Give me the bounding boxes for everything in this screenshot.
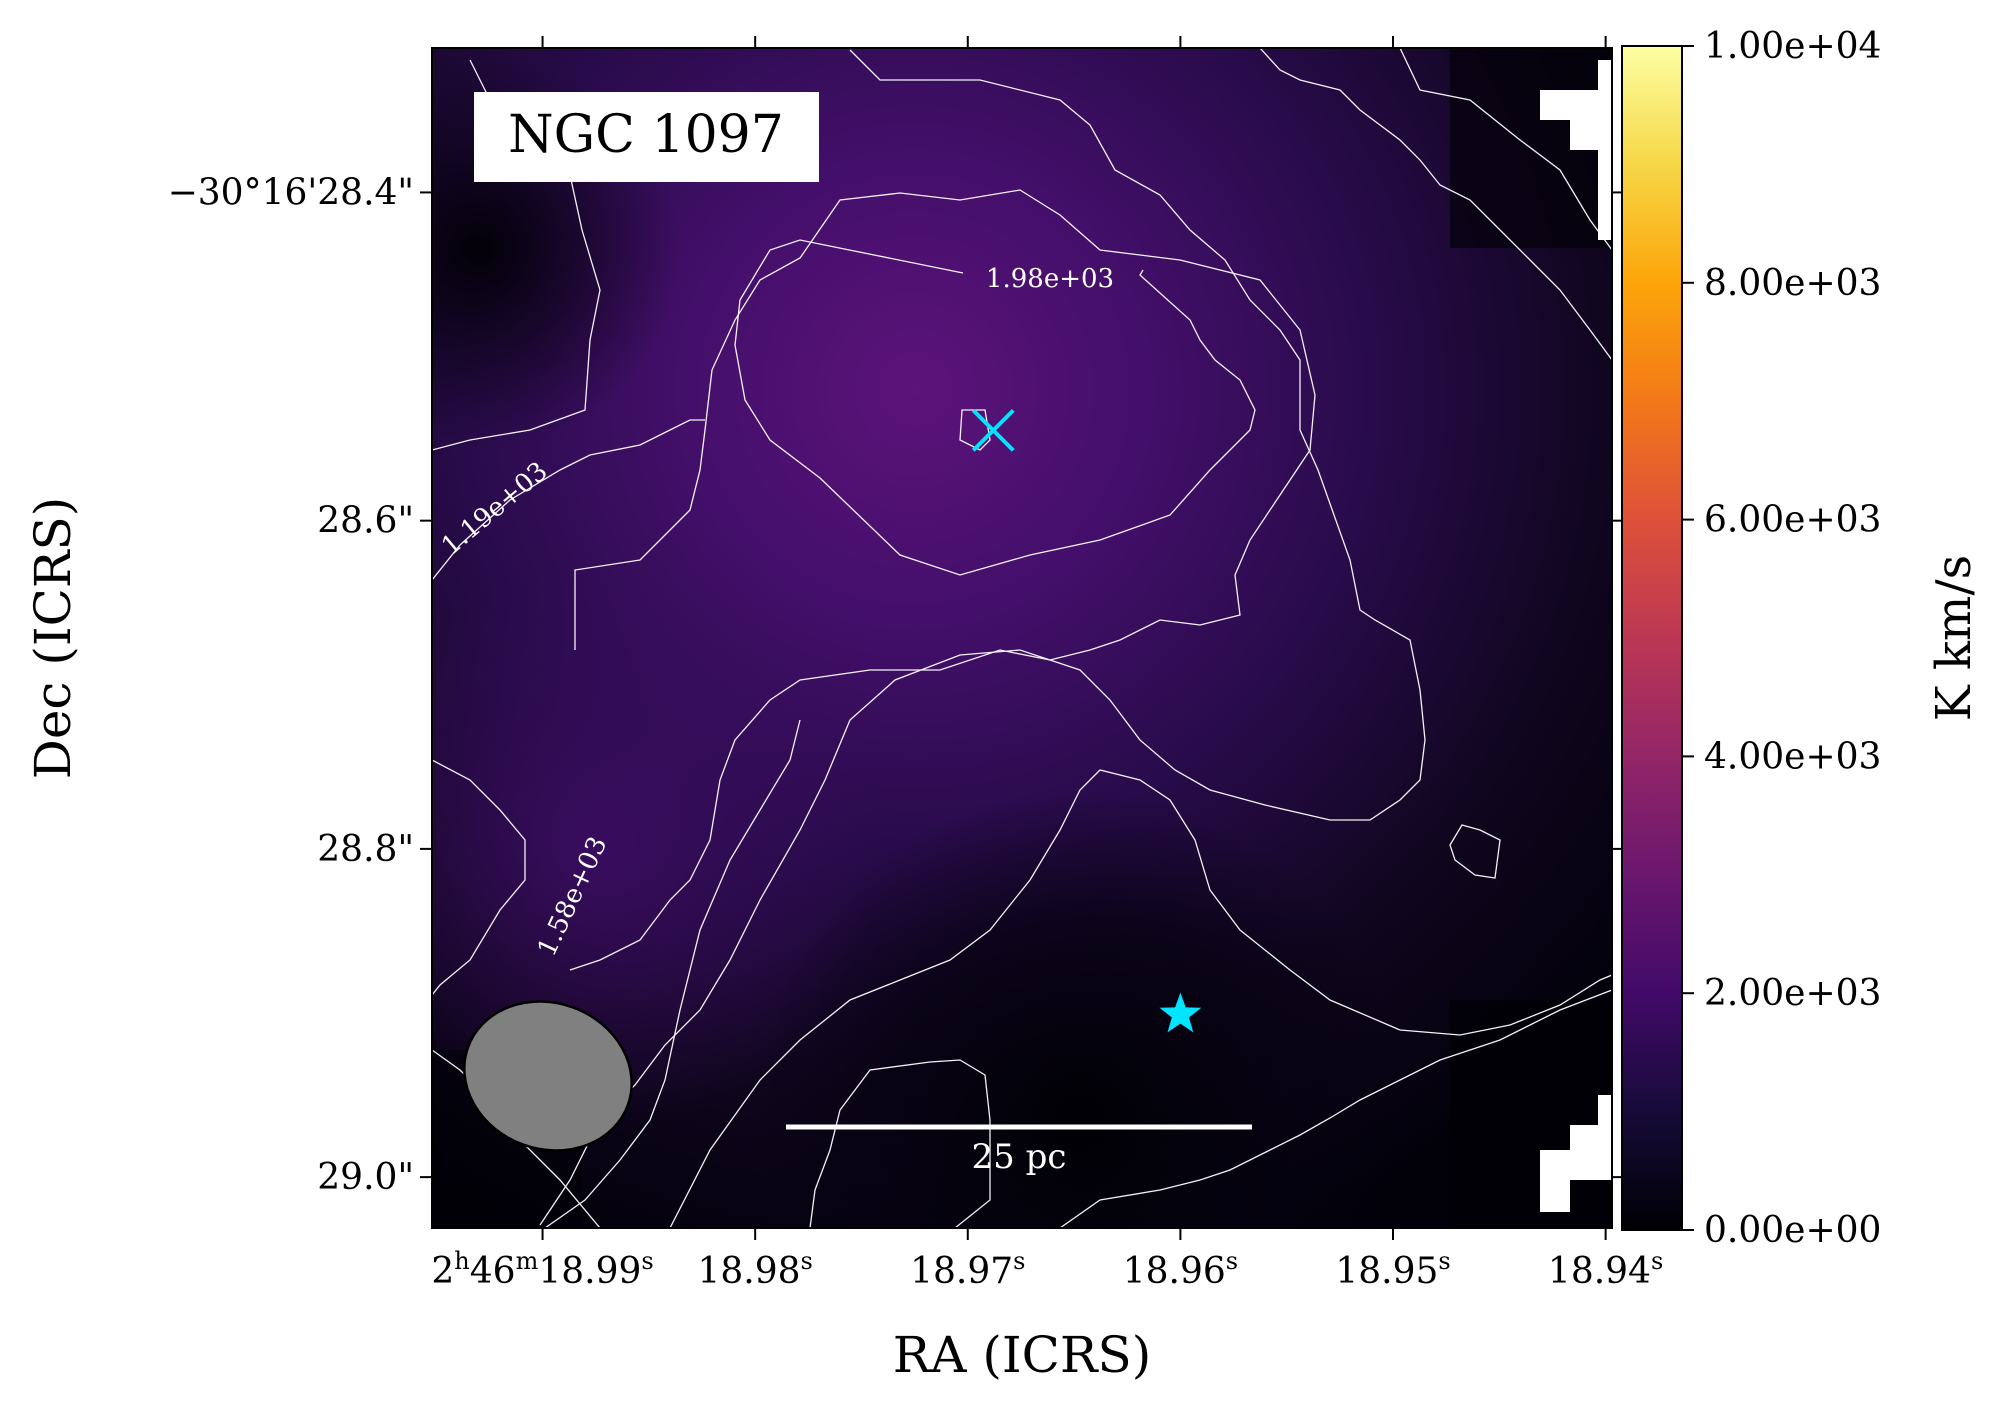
x-tick-label: 18.98s — [697, 1247, 812, 1292]
y-axis-ticks: −30°16'28.4" 28.6" 28.8" 29.0" — [168, 172, 1624, 1198]
colorbar-tick-label: 4.00e+03 — [1704, 736, 1881, 777]
x-axis-ticks: 2h46m18.99s 18.98s 18.97s 18.96s 18.95s 18.94… — [431, 36, 1663, 1292]
y-axis-label: Dec (ICRS) — [24, 497, 82, 780]
x-tick-label: 18.96s — [1123, 1247, 1238, 1292]
scale-bar-label: 25 pc — [972, 1137, 1067, 1177]
galaxy-label: NGC 1097 — [474, 92, 819, 182]
contours — [432, 48, 1612, 1228]
colorbar-tick-label: 2.00e+03 — [1704, 973, 1881, 1014]
x-tick-label: 18.95s — [1335, 1247, 1450, 1292]
y-tick-label: 28.8" — [317, 829, 414, 870]
colorbar: 0.00e+00 2.00e+03 4.00e+03 6.00e+03 8.00e+03… — [1621, 26, 1982, 1251]
colorbar-ticks: 0.00e+00 2.00e+03 4.00e+03 6.00e+03 8.00e+03… — [1682, 26, 1881, 1251]
x-axis-label: RA (ICRS) — [893, 1326, 1152, 1384]
y-tick-label: −30°16'28.4" — [168, 172, 414, 213]
beam-ellipse — [463, 1000, 633, 1152]
colorbar-label: K km/s — [1926, 555, 1982, 722]
plot-frame — [431, 47, 1613, 1229]
x-tick-label: 2h46m18.99s — [431, 1247, 653, 1292]
contour-label-1: 1.98e+03 — [986, 264, 1114, 294]
scale-bar: 25 pc — [786, 1124, 1252, 1177]
x-marker — [971, 408, 1015, 452]
x-tick-label: 18.94s — [1548, 1247, 1663, 1292]
blank-pixels — [1540, 60, 1612, 1212]
intensity-map: 1.98e+03 1.19e+03 1.58e+03 25 pc — [432, 48, 1612, 1228]
colorbar-ramp — [1621, 45, 1683, 1231]
colorbar-tick-label: 6.00e+03 — [1704, 500, 1881, 541]
colorbar-tick-label: 0.00e+00 — [1704, 1210, 1881, 1251]
colorbar-tick-label: 8.00e+03 — [1704, 263, 1881, 304]
y-tick-label: 28.6" — [317, 501, 414, 542]
y-tick-label: 29.0" — [317, 1157, 414, 1198]
galaxy-name: NGC 1097 — [508, 105, 784, 165]
star-marker — [1159, 992, 1202, 1033]
x-tick-label: 18.97s — [910, 1247, 1025, 1292]
colorbar-tick-label: 1.00e+04 — [1704, 26, 1881, 67]
